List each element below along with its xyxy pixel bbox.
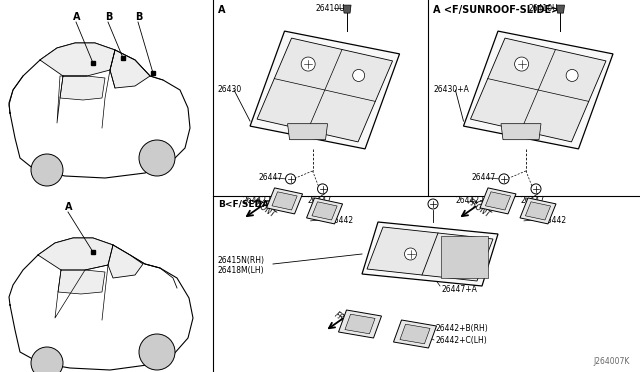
Text: A: A: [218, 5, 225, 15]
Text: J264007K: J264007K: [594, 357, 630, 366]
Polygon shape: [266, 188, 303, 214]
Text: 26447: 26447: [521, 196, 545, 205]
Polygon shape: [60, 76, 105, 100]
Text: 26415N(RH): 26415N(RH): [218, 257, 265, 266]
Text: B: B: [105, 12, 113, 22]
Polygon shape: [40, 43, 115, 76]
Polygon shape: [257, 38, 392, 142]
Text: 26447: 26447: [259, 173, 283, 182]
Polygon shape: [485, 192, 511, 210]
Text: FRONT: FRONT: [333, 310, 360, 332]
Circle shape: [285, 174, 296, 184]
Polygon shape: [9, 43, 190, 178]
Polygon shape: [400, 324, 430, 344]
Circle shape: [515, 57, 529, 71]
Text: 26442+A: 26442+A: [456, 196, 492, 205]
Text: A <F/SUNROOF-SLIDE>: A <F/SUNROOF-SLIDE>: [433, 5, 559, 15]
Circle shape: [353, 70, 365, 81]
Text: 26442+B(RH): 26442+B(RH): [435, 324, 488, 334]
Polygon shape: [343, 5, 351, 13]
Polygon shape: [38, 238, 113, 270]
Circle shape: [566, 70, 578, 81]
Polygon shape: [520, 198, 556, 224]
Text: FRONT: FRONT: [251, 198, 278, 220]
Polygon shape: [394, 320, 436, 348]
Polygon shape: [58, 270, 105, 294]
Circle shape: [139, 334, 175, 370]
Circle shape: [31, 154, 63, 186]
Polygon shape: [108, 245, 143, 278]
Circle shape: [317, 184, 328, 194]
Polygon shape: [339, 310, 381, 338]
Circle shape: [31, 347, 63, 372]
Polygon shape: [367, 227, 493, 281]
Circle shape: [499, 174, 509, 184]
Polygon shape: [480, 188, 516, 214]
Text: 26447: 26447: [472, 173, 496, 182]
Polygon shape: [525, 202, 550, 220]
Text: 26442: 26442: [543, 217, 567, 225]
Text: A: A: [73, 12, 81, 22]
Bar: [441, 236, 488, 278]
Polygon shape: [110, 50, 150, 88]
Circle shape: [428, 199, 438, 209]
Text: 26442: 26442: [330, 217, 354, 225]
Polygon shape: [287, 124, 328, 140]
Polygon shape: [345, 314, 375, 334]
Polygon shape: [463, 31, 613, 149]
Text: 26447+A: 26447+A: [441, 285, 477, 294]
Text: 26410U: 26410U: [315, 4, 345, 13]
Polygon shape: [557, 5, 564, 13]
Polygon shape: [312, 202, 337, 220]
Polygon shape: [362, 222, 498, 286]
Polygon shape: [307, 198, 342, 224]
Text: B: B: [135, 12, 142, 22]
Polygon shape: [501, 124, 541, 140]
Text: B<F/SEDAN>: B<F/SEDAN>: [218, 199, 284, 208]
Text: FRONT: FRONT: [466, 198, 492, 220]
Text: 26430: 26430: [218, 86, 243, 94]
Polygon shape: [250, 31, 399, 149]
Polygon shape: [9, 238, 193, 370]
Polygon shape: [470, 38, 606, 142]
Text: 26442+C(LH): 26442+C(LH): [435, 337, 487, 346]
Text: 26430+A: 26430+A: [433, 86, 469, 94]
Polygon shape: [272, 192, 297, 210]
Text: 26447: 26447: [308, 196, 332, 205]
Text: A: A: [65, 202, 72, 212]
Text: 26410U: 26410U: [529, 4, 558, 13]
Circle shape: [531, 184, 541, 194]
Text: 26442+A: 26442+A: [243, 196, 278, 205]
Circle shape: [404, 248, 417, 260]
Circle shape: [301, 57, 315, 71]
Text: 26418M(LH): 26418M(LH): [218, 266, 264, 276]
Circle shape: [139, 140, 175, 176]
